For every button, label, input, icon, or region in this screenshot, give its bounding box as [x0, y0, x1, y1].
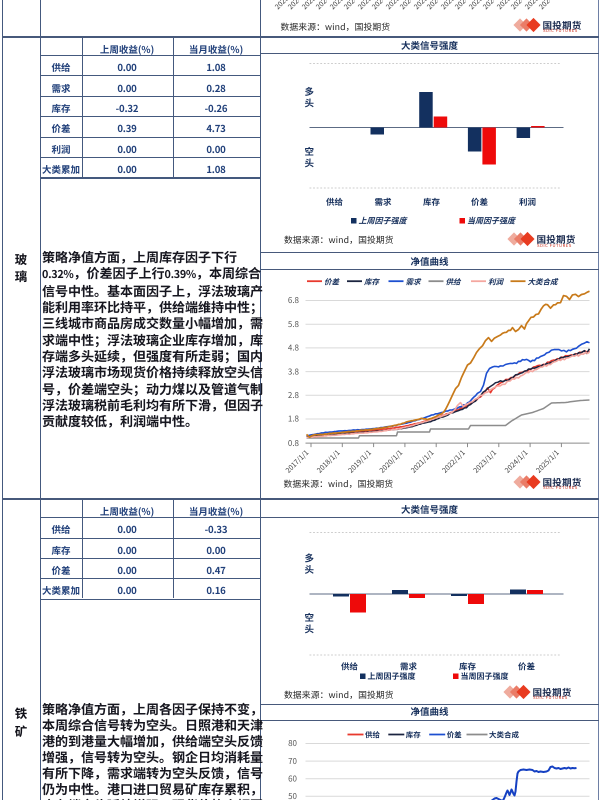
svg-text:供给: 供给 [445, 276, 461, 287]
svg-text:2019/1/1: 2019/1/1 [346, 447, 374, 475]
svg-text:2018/1/1: 2018/1/1 [314, 447, 342, 475]
svg-text:当周因子强度: 当周因子强度 [460, 671, 508, 682]
svg-text:供给: 供给 [340, 661, 358, 673]
svg-text:库存: 库存 [458, 661, 476, 673]
svg-text:2022/1/1: 2022/1/1 [440, 447, 468, 475]
svg-text:空: 空 [304, 144, 314, 158]
svg-text:4.8: 4.8 [287, 342, 299, 353]
svg-text:需求: 需求 [399, 661, 417, 673]
svg-text:空: 空 [304, 610, 314, 624]
svg-text:当周因子强度: 当周因子强度 [467, 215, 517, 226]
svg-text:2025/1/1: 2025/1/1 [534, 447, 562, 475]
svg-text:上周因子强度: 上周因子强度 [367, 671, 415, 682]
svg-text:3.8: 3.8 [287, 366, 299, 377]
svg-text:2017/1/1: 2017/1/1 [283, 447, 311, 475]
svg-text:供给: 供给 [325, 196, 343, 208]
svg-text:多: 多 [304, 551, 314, 565]
svg-text:价差: 价差 [470, 196, 488, 208]
svg-text:头: 头 [304, 562, 314, 576]
svg-text:价差: 价差 [517, 661, 535, 673]
svg-text:头: 头 [304, 155, 314, 169]
svg-text:50: 50 [288, 791, 297, 800]
svg-text:2023/1/1: 2023/1/1 [471, 447, 499, 475]
svg-text:头: 头 [304, 95, 314, 109]
svg-text:70: 70 [288, 755, 297, 766]
svg-text:5.8: 5.8 [287, 318, 299, 329]
svg-text:6.8: 6.8 [287, 295, 299, 306]
svg-text:多: 多 [304, 84, 314, 98]
svg-text:大类合成: 大类合成 [489, 729, 519, 740]
svg-text:库存: 库存 [422, 196, 440, 208]
svg-text:2.8: 2.8 [287, 390, 299, 401]
svg-text:2021/1/1: 2021/1/1 [408, 447, 436, 475]
svg-text:需求: 需求 [374, 196, 392, 208]
svg-text:1.8: 1.8 [287, 413, 299, 424]
svg-text:价差: 价差 [446, 729, 461, 740]
svg-text:利润: 利润 [488, 276, 504, 287]
svg-text:价差: 价差 [324, 276, 340, 287]
svg-text:库存: 库存 [364, 276, 380, 287]
svg-text:大类合成: 大类合成 [527, 276, 558, 287]
svg-text:2024/1/1: 2024/1/1 [502, 447, 530, 475]
svg-text:0.8: 0.8 [287, 437, 299, 448]
svg-text:80: 80 [288, 738, 297, 749]
svg-text:头: 头 [304, 622, 314, 636]
svg-text:60: 60 [288, 773, 297, 784]
svg-text:供给: 供给 [365, 729, 380, 740]
svg-text:上周因子强度: 上周因子强度 [358, 215, 408, 226]
svg-text:利润: 利润 [518, 196, 535, 208]
svg-text:库存: 库存 [405, 729, 420, 740]
svg-text:2020/1/1: 2020/1/1 [377, 447, 405, 475]
svg-text:需求: 需求 [405, 276, 421, 287]
